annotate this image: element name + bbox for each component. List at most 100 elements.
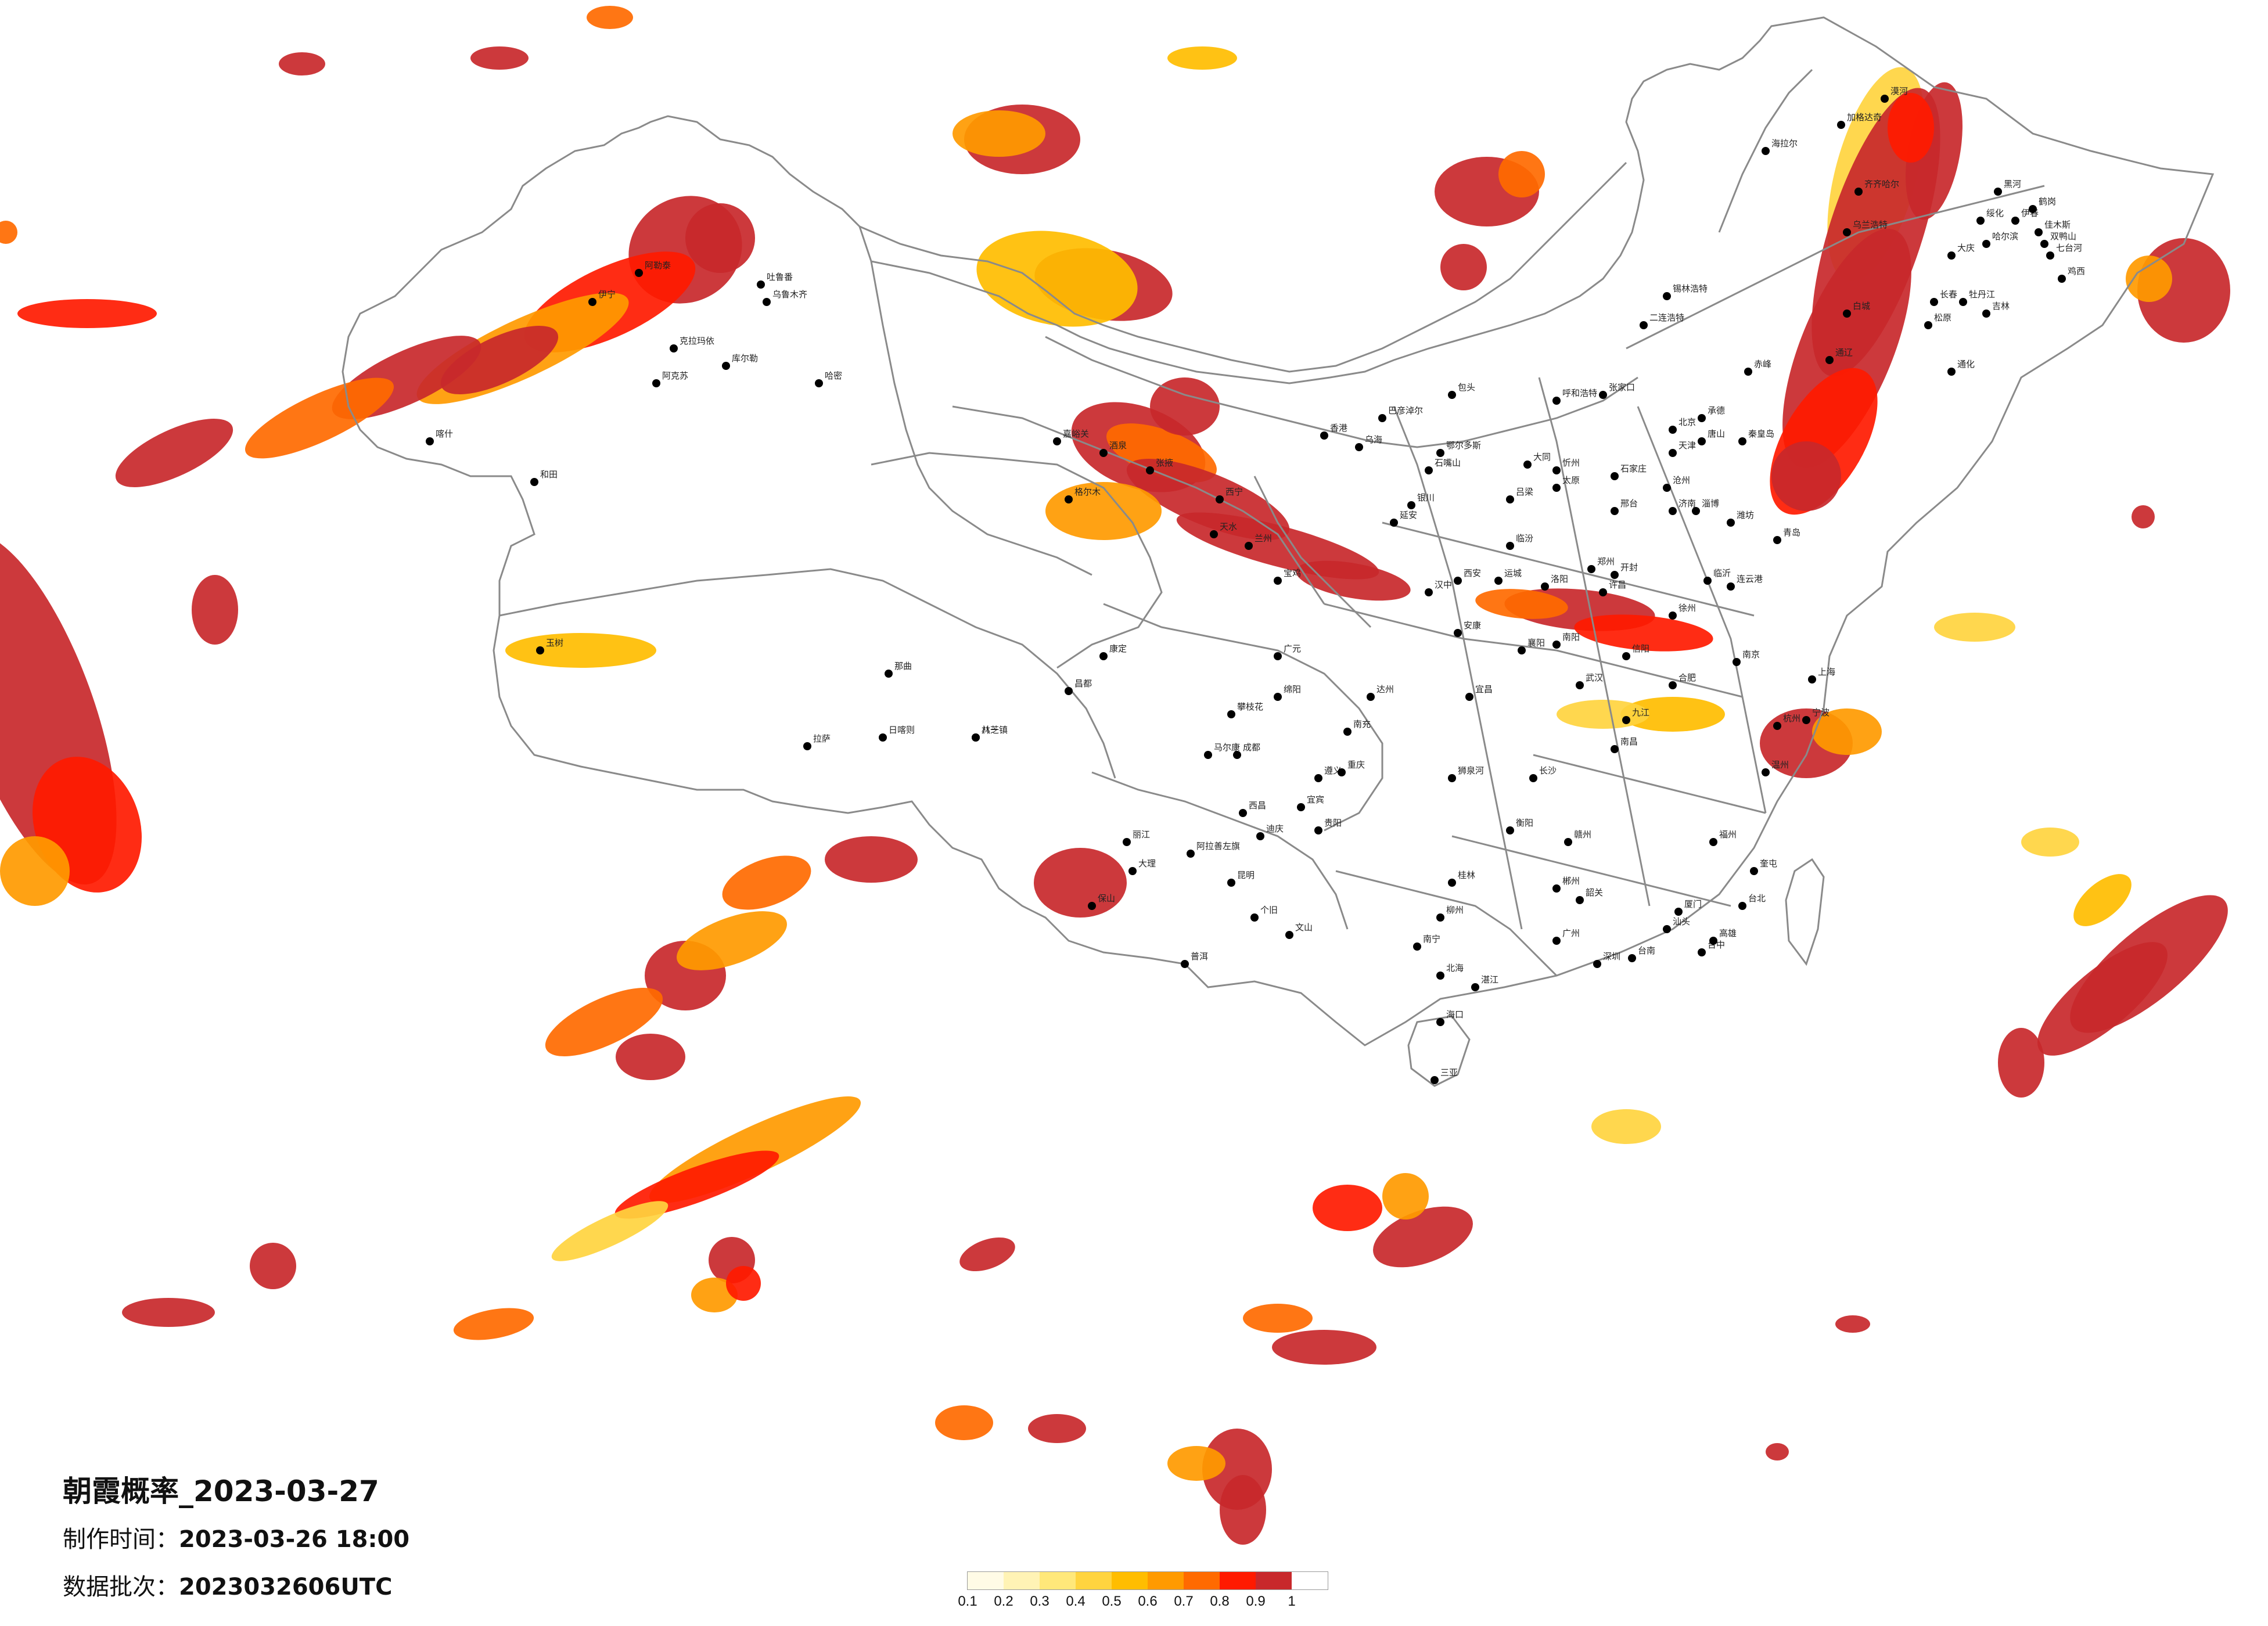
city-label: 湛江 [1481, 974, 1498, 985]
city-dot [722, 362, 730, 370]
city-label: 酒泉 [1109, 440, 1127, 451]
probability-patch [1034, 848, 1127, 918]
city-label: 秦皇岛 [1748, 429, 1774, 439]
city-label: 吐鲁番 [767, 272, 793, 282]
hainan-outline [1407, 1015, 1471, 1087]
legend-tick: 0.3 [1030, 1593, 1049, 1609]
city-label: 文山 [1295, 922, 1313, 933]
city-label: 南宁 [1423, 934, 1440, 944]
city-dot [1320, 431, 1328, 440]
city-label: 喀什 [436, 429, 453, 439]
production-time: 制作时间：2023-03-26 18:00 [63, 1520, 409, 1554]
probability-patch [1167, 46, 1237, 70]
city-dot [1924, 321, 1932, 329]
city-label: 开封 [1620, 562, 1638, 573]
city-label: 济南 [1678, 498, 1696, 509]
city-label: 克拉玛依 [680, 336, 714, 346]
china-outline [342, 16, 2215, 1046]
city-label: 迪庆 [1266, 823, 1284, 834]
city-dot [2029, 205, 2037, 213]
city-dot [1727, 582, 1735, 591]
city-label: 太原 [1562, 475, 1580, 485]
city-label: 张掖 [1156, 458, 1173, 468]
province-border-sichuan [1103, 603, 1383, 832]
city-dot [803, 742, 811, 750]
city-label: 郑州 [1597, 556, 1615, 567]
probability-patch [1373, 1206, 1473, 1268]
city-label: 赣州 [1574, 829, 1591, 840]
city-dot [1709, 838, 1717, 846]
city-dot [1564, 838, 1572, 846]
city-dot [1698, 437, 1706, 445]
city-dot [763, 298, 771, 306]
city-dot [1390, 519, 1398, 527]
probability-patch [1272, 1330, 1376, 1365]
city-label: 襄阳 [1527, 638, 1545, 648]
city-dot [1552, 397, 1561, 405]
city-dot [1982, 240, 1990, 248]
probability-patch [0, 836, 70, 906]
city-label: 武汉 [1586, 672, 1603, 683]
probability-patch [453, 1308, 534, 1340]
city-label: 保山 [1098, 893, 1115, 904]
city-dot [1750, 867, 1758, 875]
city-label: 柳州 [1446, 905, 1464, 915]
city-dot [1181, 960, 1189, 968]
city-dot [1274, 693, 1282, 701]
probability-patch [2037, 942, 2168, 1056]
city-label: 郴州 [1562, 876, 1580, 886]
city-label: 奎屯 [1760, 858, 1777, 869]
city-label: 重庆 [1347, 760, 1365, 770]
city-dot [1065, 495, 1073, 503]
city-dot [1593, 960, 1601, 968]
city-label: 松原 [1934, 312, 1951, 323]
city-label: 双鸭山 [2050, 231, 2076, 242]
city-label: 宜昌 [1475, 684, 1493, 695]
city-dot [1738, 437, 1746, 445]
province-border-east-1 [1637, 406, 1767, 814]
city-dot [1099, 652, 1108, 660]
probability-patch [0, 221, 17, 244]
probability-patch [959, 1237, 1015, 1272]
legend-tick: 0.9 [1246, 1593, 1266, 1609]
city-label: 鄂尔多斯 [1446, 440, 1481, 451]
probability-patch [1498, 151, 1545, 197]
city-dot [1529, 774, 1537, 782]
city-label: 三亚 [1440, 1067, 1458, 1078]
probability-patch [691, 1278, 738, 1312]
city-label: 大理 [1138, 858, 1156, 869]
city-label: 徐州 [1678, 603, 1696, 613]
production-time-label: 制作时间： [63, 1526, 179, 1553]
province-border-inner-mongolia [1045, 336, 1638, 448]
city-dot [1297, 803, 1305, 811]
probability-patch [1440, 244, 1487, 290]
city-dot [1053, 437, 1061, 445]
city-dot [652, 379, 660, 387]
probability-patch [440, 326, 559, 394]
probability-patch [279, 52, 325, 75]
data-batch: 数据批次：2023032606UTC [63, 1568, 392, 1602]
legend-tick: 0.6 [1138, 1593, 1158, 1609]
city-label: 大同 [1533, 452, 1551, 462]
boundary-lines [342, 16, 2215, 1087]
probability-patch [1766, 1443, 1789, 1460]
city-dot [1314, 826, 1322, 834]
city-label: 那曲 [894, 661, 912, 671]
city-label: 海拉尔 [1771, 138, 1798, 149]
city-dot [1669, 507, 1677, 515]
city-dot [1506, 542, 1514, 550]
city-label: 个旧 [1260, 905, 1278, 915]
city-dot [972, 733, 980, 742]
city-label: 贵阳 [1324, 818, 1342, 828]
city-label: 长沙 [1539, 765, 1557, 776]
city-label: 西昌 [1249, 800, 1266, 811]
legend-swatch [1220, 1572, 1256, 1589]
city-label: 许昌 [1609, 580, 1626, 590]
legend-tick: 0.4 [1066, 1593, 1086, 1609]
city-label: 福州 [1719, 829, 1737, 840]
legend-tick-labels: 0.1 0.2 0.3 0.4 0.5 0.6 0.7 0.8 0.9 1 [958, 1590, 1328, 1613]
probability-patch [1998, 1028, 2044, 1098]
city-label: 南阳 [1562, 632, 1580, 642]
city-dot [1274, 577, 1282, 585]
